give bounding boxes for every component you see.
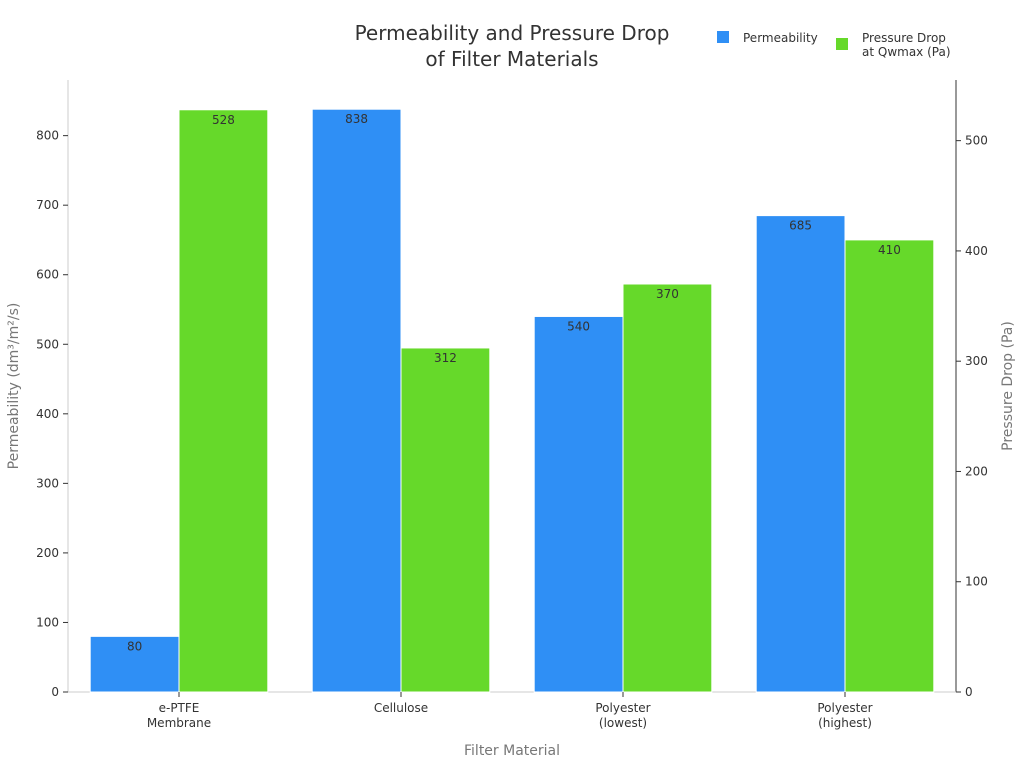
x-tick-label: (highest) xyxy=(818,716,872,730)
right-y-axis-label: Pressure Drop (Pa) xyxy=(1000,321,1016,451)
x-axis-label: Filter Material xyxy=(464,743,560,759)
bar-permeability xyxy=(311,108,402,693)
x-tick-label: Cellulose xyxy=(374,701,428,715)
bar-permeability xyxy=(533,315,624,693)
left-y-axis-label: Permeability (dm³/m²/s) xyxy=(6,303,22,470)
left-y-tick-label: 100 xyxy=(36,615,59,629)
left-y-tick-label: 300 xyxy=(36,476,59,490)
legend-swatch-pressure-drop xyxy=(836,38,848,50)
bar-pressure-drop xyxy=(622,283,713,693)
bar-value-label: 370 xyxy=(656,287,679,301)
bar-value-label: 685 xyxy=(789,219,812,233)
bar-value-label: 410 xyxy=(878,243,901,257)
x-tick-label: e-PTFE xyxy=(159,701,200,715)
right-y-tick-label: 500 xyxy=(965,134,988,148)
bar-pressure-drop xyxy=(178,109,269,693)
bar-labels: 80 528 838 312 540 370 685 410 xyxy=(127,112,901,653)
x-tick-label: Membrane xyxy=(147,716,211,730)
legend-label-pressure-drop-line-2: at Qwmax (Pa) xyxy=(862,45,951,59)
legend-label-pressure-drop-line-1: Pressure Drop xyxy=(862,31,946,45)
right-y-tick-label: 200 xyxy=(965,464,988,478)
x-tick-label: Polyester xyxy=(595,701,650,715)
bar-value-label: 80 xyxy=(127,639,142,653)
bar-value-label: 540 xyxy=(567,319,590,333)
left-y-tick-label: 700 xyxy=(36,198,59,212)
left-y-ticks: 0 100 200 300 400 500 600 700 800 xyxy=(36,129,68,699)
left-y-tick-label: 0 xyxy=(51,685,59,699)
bar-permeability xyxy=(755,215,846,693)
right-y-tick-label: 0 xyxy=(965,685,973,699)
left-y-tick-label: 600 xyxy=(36,268,59,282)
left-y-tick-label: 800 xyxy=(36,129,59,143)
right-y-ticks: 0 100 200 300 400 500 xyxy=(956,134,988,699)
left-y-tick-label: 400 xyxy=(36,407,59,421)
legend: Permeability Pressure Drop at Qwmax (Pa) xyxy=(717,31,951,59)
left-y-tick-label: 500 xyxy=(36,337,59,351)
legend-label-permeability: Permeability xyxy=(743,31,818,45)
chart-title-line-1: Permeability and Pressure Drop xyxy=(355,21,670,45)
right-y-tick-label: 300 xyxy=(965,354,988,368)
bar-pressure-drop xyxy=(844,239,935,693)
chart-title-line-2: of Filter Materials xyxy=(425,47,598,71)
bar-value-label: 312 xyxy=(434,351,457,365)
legend-swatch-permeability xyxy=(717,31,729,43)
right-y-tick-label: 400 xyxy=(965,244,988,258)
x-tick-label: (lowest) xyxy=(599,716,647,730)
left-y-tick-label: 200 xyxy=(36,546,59,560)
bar-permeability xyxy=(89,635,180,693)
right-y-tick-label: 100 xyxy=(965,575,988,589)
bars xyxy=(89,108,935,693)
bar-value-label: 838 xyxy=(345,112,368,126)
bar-value-label: 528 xyxy=(212,113,235,127)
x-tick-label: Polyester xyxy=(817,701,872,715)
bar-pressure-drop xyxy=(400,347,491,693)
